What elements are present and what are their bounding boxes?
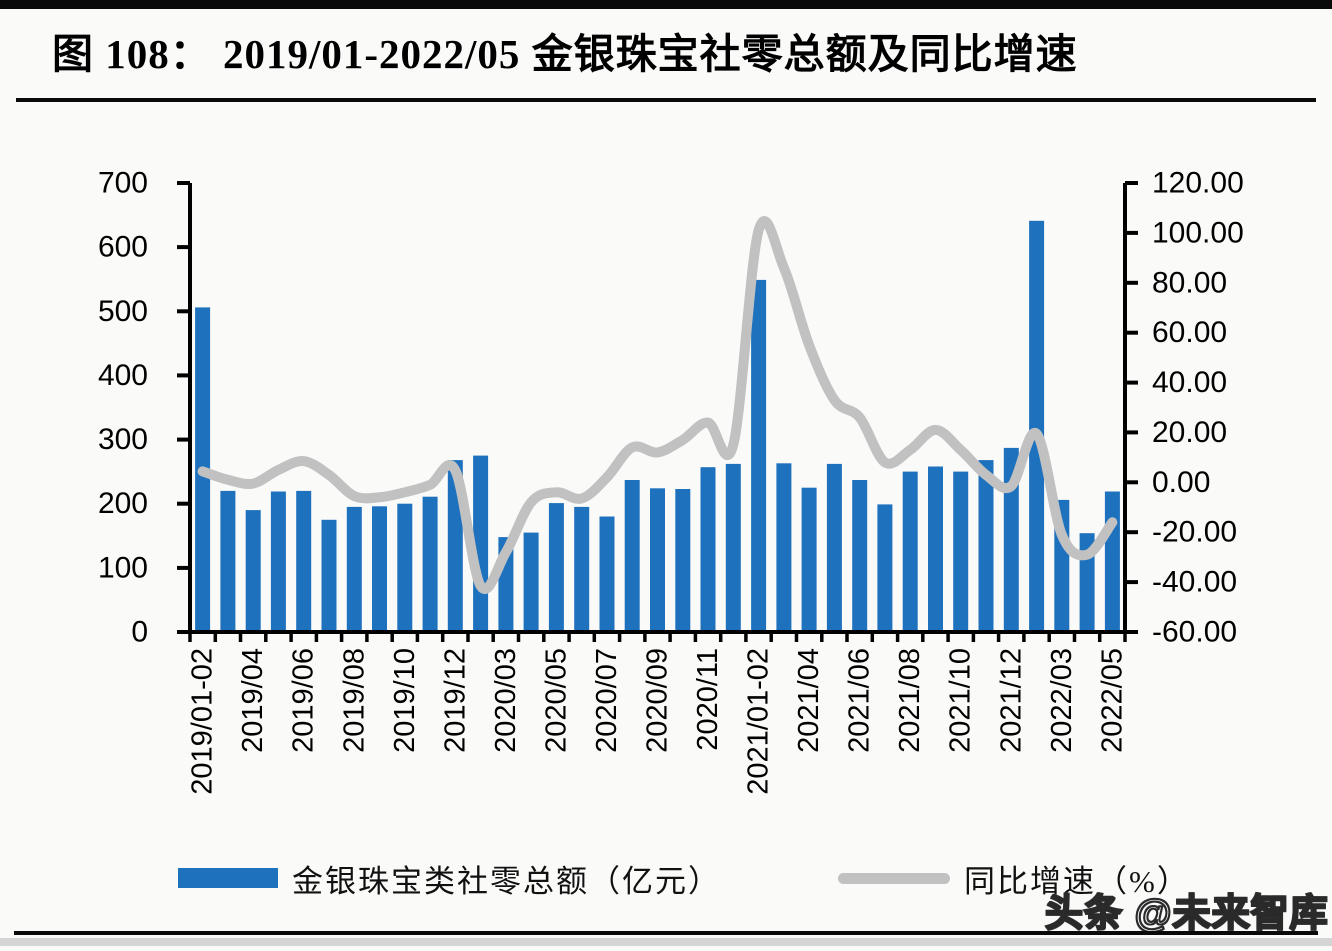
x-axis-tick-label: 2020/03 [490, 648, 522, 753]
right-axis-tick-label: 20.00 [1152, 416, 1227, 449]
left-axis-tick-label: 100 [98, 551, 148, 584]
bar-2019/08 [346, 506, 362, 632]
bar-2021/07 [877, 504, 893, 632]
left-axis-tick-label: 300 [98, 423, 148, 456]
bar-2019/03 [220, 490, 236, 632]
legend-item-line-series: 同比增速（%） [838, 862, 1190, 899]
x-axis-tick-label: 2019/08 [338, 648, 370, 753]
bar-2021/01-02 [751, 279, 767, 632]
x-axis-tick-label: 2021/04 [793, 648, 825, 753]
x-axis-tick-label: 2020/07 [591, 648, 623, 753]
top-black-bar [0, 0, 1332, 9]
bar-2019/05 [270, 491, 286, 632]
bar-2019/10 [397, 503, 413, 632]
bar-2020/08 [624, 480, 640, 632]
left-axis-tick-label: 200 [98, 487, 148, 520]
bar-2021/09 [928, 466, 943, 632]
bottom-border-line [14, 931, 1318, 935]
left-axis-tick-label: 0 [131, 616, 148, 649]
right-axis-tick-label: -40.00 [1152, 566, 1237, 599]
x-axis-tick-label: 2019/10 [389, 648, 421, 753]
x-axis-tick-label: 2021/10 [945, 648, 977, 753]
x-axis-tick-label: 2021/01-02 [743, 648, 775, 795]
x-axis-tick-label: 2020/05 [540, 648, 572, 753]
right-axis: -60.00 -40.00 -20.00 0.00 20.00 40.00 60.00 80.… [1125, 167, 1244, 649]
bar-2020/06 [574, 506, 590, 632]
bar-2021/06 [852, 480, 868, 632]
bar-2020/10 [675, 489, 691, 632]
x-axis-tick-label: 2019/06 [288, 648, 320, 753]
bar-2022/05 [1104, 491, 1120, 632]
right-axis-tick-label: 80.00 [1152, 266, 1227, 299]
bar-2019/09 [372, 506, 387, 632]
bar-2019/06 [296, 490, 312, 632]
bar-2020/04 [523, 532, 539, 632]
right-axis-tick-label: 100.00 [1152, 216, 1244, 249]
right-axis-tick-label: 40.00 [1152, 366, 1227, 399]
bar-2021/04 [801, 487, 817, 632]
growth-line [197, 216, 1118, 594]
x-axis-tick-label: 2021/12 [995, 648, 1027, 753]
right-axis-tick-label: 60.00 [1152, 316, 1227, 349]
bar-2020/07 [599, 516, 615, 632]
x-axis-tick-label: 2022/03 [1046, 648, 1078, 753]
right-axis-tick-label: -20.00 [1152, 516, 1237, 549]
bar-2021/03 [776, 463, 792, 632]
bar-2020/09 [650, 488, 665, 632]
bar-2021/12 [1003, 447, 1019, 632]
x-axis-tick-label: 2020/11 [692, 648, 724, 751]
legend-label-line-series: 同比增速（%） [964, 863, 1190, 899]
left-axis-tick-label: 500 [98, 295, 148, 328]
bar-2020/12 [725, 463, 741, 632]
left-axis-tick-label: 400 [98, 359, 148, 392]
bar-2022/01-02 [1029, 220, 1045, 633]
left-axis-tick-label: 700 [98, 167, 148, 200]
bar-2021/10 [953, 471, 969, 632]
bar-2021/05 [826, 463, 842, 632]
bar-2020/05 [548, 503, 564, 632]
legend-item-bar-series: 金银珠宝类社零总额（亿元） [178, 862, 721, 899]
bar-series [195, 220, 1120, 633]
title-underline [16, 98, 1316, 102]
x-axis-tick-label: 2019/12 [439, 648, 471, 753]
x-axis-tick-label: 2019/01-02 [187, 648, 219, 795]
x-axis-tick-label: 2021/06 [844, 648, 876, 753]
bar-2020/11 [700, 467, 716, 632]
bar-2019/07 [321, 519, 337, 633]
right-axis-tick-label: 120.00 [1152, 167, 1244, 200]
bar-2019/11 [422, 496, 438, 632]
x-axis: 2019/01-02 2019/04 2019/06 2019/08 2019/10 20… [187, 632, 1128, 795]
bar-2021/08 [902, 471, 918, 632]
right-axis-tick-label: 0.00 [1152, 466, 1210, 499]
bar-2021/11 [978, 460, 994, 632]
right-axis-tick-label: -60.00 [1152, 616, 1237, 649]
legend-label-bar-series: 金银珠宝类社零总额（亿元） [292, 863, 721, 899]
bar-2019/04 [245, 510, 261, 632]
left-axis: 0 100 200 300 400 500 600 700 [98, 167, 190, 649]
line-series-swatch [838, 872, 950, 884]
watermark: 头条 @未来智库 [1044, 892, 1329, 936]
left-axis-tick-label: 600 [98, 231, 148, 264]
bar-series-swatch [178, 868, 278, 888]
page-title: 图 108： 2019/01-2022/05 金银珠宝社零总额及同比增速 [52, 31, 1078, 77]
x-axis-tick-label: 2022/05 [1096, 648, 1128, 753]
x-axis-tick-label: 2019/04 [237, 648, 269, 753]
x-axis-tick-label: 2021/08 [894, 648, 926, 753]
bottom-gray-strip [0, 938, 1332, 946]
x-axis-tick-label: 2020/09 [642, 648, 674, 753]
